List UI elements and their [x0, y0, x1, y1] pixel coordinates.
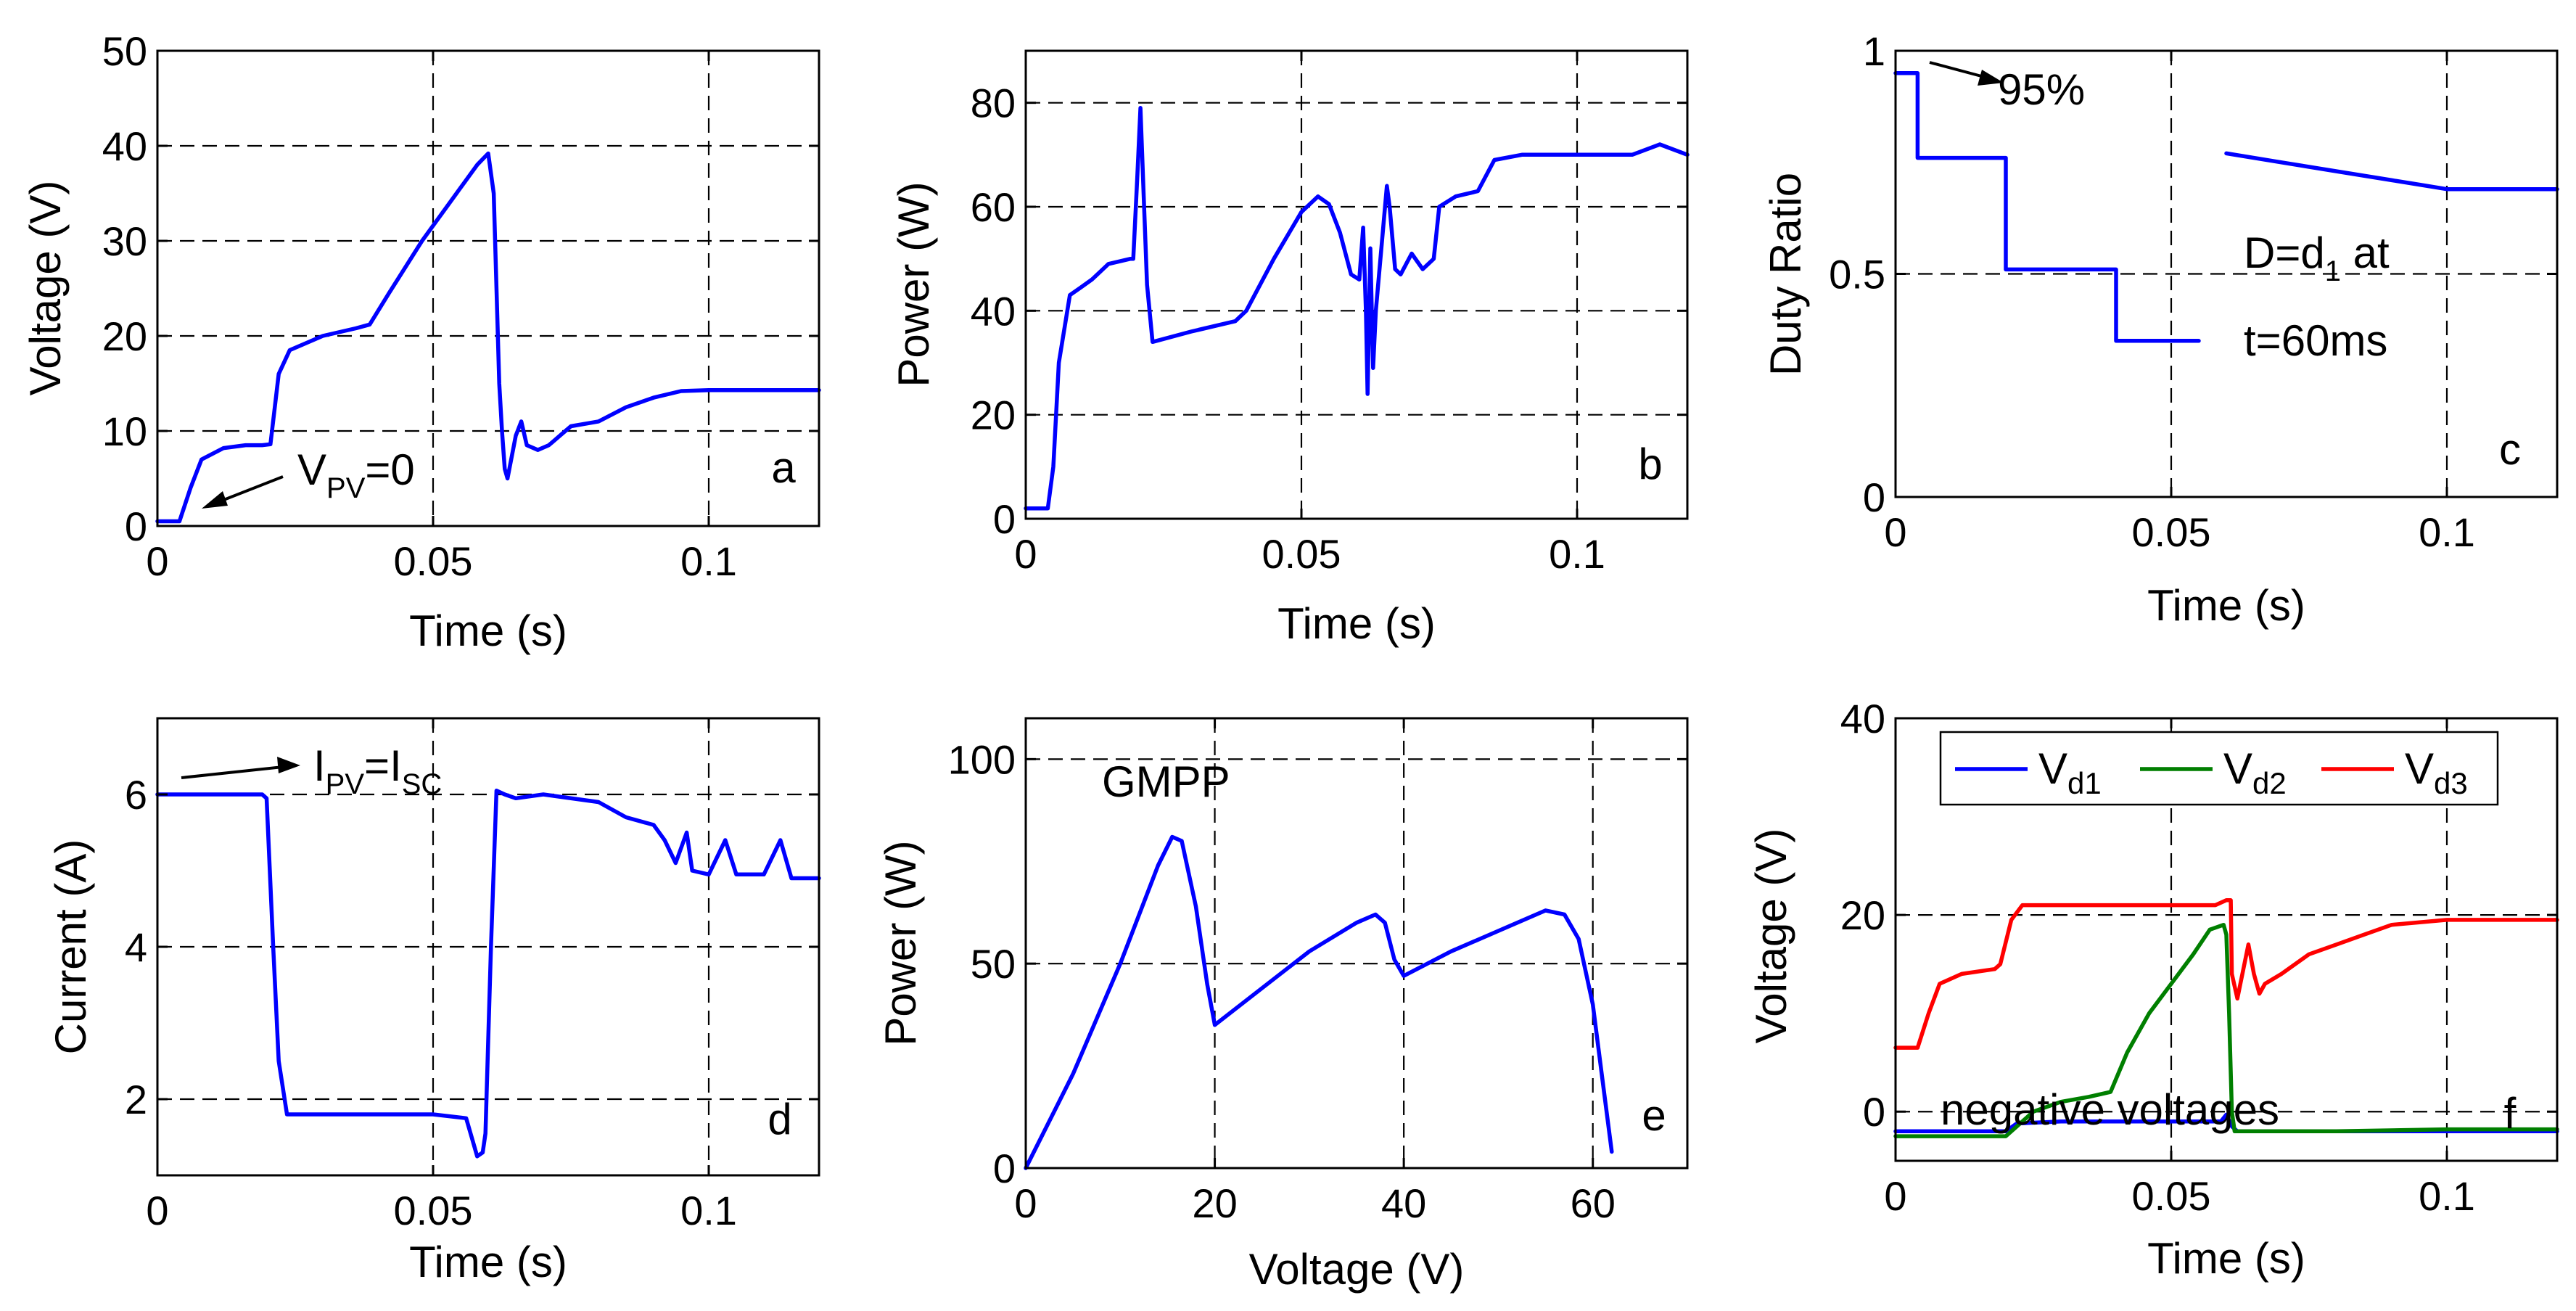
panel-e-ytick-label: 50 [971, 941, 1016, 987]
panel-e-label: e [1642, 1091, 1666, 1140]
panel-e-xtick-label: 40 [1381, 1180, 1426, 1226]
panel-c-ytick-label: 1 [1863, 28, 1885, 74]
panel-b-ytick-label: 40 [971, 288, 1016, 334]
panel-c-series-duty-after-60ms [2224, 151, 2559, 192]
panel-e-xlabel: Voltage (V) [1249, 1245, 1465, 1294]
panel-b-series-power [1024, 106, 1690, 511]
panel-a-ytick-label: 0 [125, 504, 147, 549]
panel-d: 0 0.05 0.1 2 4 6 Time (s) Current (A) d IPV=I… [46, 717, 821, 1286]
panel-a-ytick-label: 10 [102, 408, 147, 454]
panel-a-annotation-arrow [202, 475, 284, 509]
panel-c: 0 0.05 0.100.51 Time (s) Duty Ratio c 95% … [1761, 28, 2559, 630]
panel-b-xlabel: Time (s) [1277, 599, 1436, 648]
panel-d-annotation-arrow [181, 757, 300, 779]
panel-e-ytick-label: 0 [993, 1146, 1016, 1191]
panel-d-ytick-label: 6 [125, 772, 147, 818]
panel-b: 0 0.05 0.1 0 20 40 60 80 Time (s) Power (W) b [889, 49, 1690, 648]
panel-f-legend-box [1939, 731, 2499, 806]
panel-f-ytick-label: 0 [1863, 1089, 1885, 1135]
panel-b-ytick-label: 0 [993, 496, 1016, 542]
panel-a-frame [156, 49, 820, 527]
panel-e-xtick-label: 20 [1192, 1180, 1237, 1226]
panel-e-ylabel: Power (W) [876, 840, 925, 1045]
panel-e-ytick-label: 100 [948, 736, 1016, 782]
panel-f-xlabel: Time (s) [2147, 1234, 2305, 1283]
panel-b-label: b [1638, 440, 1662, 488]
panel-a-ytick-label: 20 [102, 313, 147, 359]
panel-d-xtick-label: 0.1 [680, 1188, 737, 1233]
panel-c-xlabel: Time (s) [2147, 581, 2305, 630]
panel-f-annotation: negative voltages [1941, 1085, 2279, 1134]
panel-e-series-p-v-curve [1024, 834, 1614, 1170]
panel-a-xtick-label: 0.05 [394, 538, 473, 584]
panel-a-xtick-label: 0.1 [680, 538, 737, 584]
panel-a-ylabel: Voltage (V) [21, 181, 70, 396]
panel-f: 0 0.05 0.1 0 20 40 Time (s) Voltage (V) f neg… [1747, 696, 2559, 1283]
legend-label-vd3: Vd3 [2405, 744, 2468, 800]
panel-b-xtick-label: 0.1 [1549, 531, 1605, 577]
panel-c-annotation-arrow [1929, 61, 2004, 86]
panel-f-xtick-label: 0.1 [2419, 1173, 2475, 1219]
panel-c-annotation-d1: D=d1 at [2244, 229, 2390, 287]
panel-b-frame [1024, 49, 1689, 520]
legend-label-vd1: Vd1 [2038, 744, 2102, 800]
panel-f-label: f [2504, 1089, 2517, 1138]
panel-a: 0 0.05 0.1 0 10 20 30 40 50 Time (s) Voltage (V)… [21, 28, 821, 655]
panel-c-ytick-label: 0.5 [1829, 252, 1885, 297]
panel-d-xtick-label: 0 [146, 1188, 168, 1233]
panel-a-ytick-label: 30 [102, 218, 147, 264]
panel-e-xtick-label: 0 [1014, 1180, 1037, 1226]
panel-a-label: a [771, 443, 796, 492]
panel-a-series-voltage [155, 151, 821, 524]
panel-d-series-current [155, 789, 821, 1159]
panel-d-annotation: IPV=ISC [313, 741, 442, 800]
panel-b-xtick-label: 0.05 [1262, 531, 1341, 577]
panel-c-ylabel: Duty Ratio [1761, 173, 1810, 376]
panel-d-label: d [768, 1095, 791, 1143]
panel-d-ylabel: Current (A) [46, 839, 95, 1055]
panel-f-ylabel: Voltage (V) [1747, 829, 1795, 1044]
panel-c-label: c [2499, 425, 2521, 474]
panel-f-ytick-label: 40 [1840, 696, 1885, 741]
panel-d-xlabel: Time (s) [409, 1238, 567, 1286]
panel-f-legend: Vd1 Vd2 Vd3 [1939, 731, 2499, 806]
panel-c-xtick-label: 0.05 [2132, 509, 2211, 555]
panel-d-ytick-label: 4 [125, 924, 147, 970]
panel-a-ytick-label: 40 [102, 123, 147, 169]
panel-f-ytick-label: 20 [1840, 892, 1885, 938]
panel-f-xtick-label: 0 [1884, 1173, 1906, 1219]
panel-f-series-vd3 [1893, 898, 2559, 1050]
panel-d-ytick-label: 2 [125, 1077, 147, 1122]
panel-d-xtick-label: 0.05 [394, 1188, 473, 1233]
panel-f-frame [1894, 717, 2559, 1162]
panel-a-ytick-label: 50 [102, 28, 147, 74]
panel-b-ytick-label: 60 [971, 184, 1016, 230]
panel-b-ylabel: Power (W) [889, 181, 938, 387]
panel-f-xtick-label: 0.05 [2132, 1173, 2211, 1219]
panel-b-ytick-label: 20 [971, 393, 1016, 438]
panel-a-annotation: VPV=0 [297, 445, 415, 504]
panel-e-xtick-label: 60 [1571, 1180, 1616, 1226]
panel-b-ytick-label: 80 [971, 81, 1016, 126]
panel-e-frame [1024, 717, 1689, 1170]
panel-e-annotation-gmpp: GMPP [1102, 757, 1230, 806]
panel-c-annotation-t60: t=60ms [2244, 316, 2387, 365]
panel-a-xtick-label: 0 [146, 538, 168, 584]
panel-e: 0 20 40 60 0 50 100 Voltage (V) Power (W) e GM… [876, 717, 1689, 1294]
panel-f-series-vd2 [1893, 922, 2559, 1138]
panel-b-xtick-label: 0 [1014, 531, 1037, 577]
panel-a-xlabel: Time (s) [409, 607, 567, 655]
panel-c-series-duty-steps [1893, 71, 2201, 343]
panel-c-xtick-label: 0 [1884, 509, 1906, 555]
legend-label-vd2: Vd2 [2223, 744, 2287, 800]
panel-c-ytick-label: 0 [1863, 474, 1885, 520]
panel-c-xtick-label: 0.1 [2419, 509, 2475, 555]
panel-c-annotation-95: 95% [1998, 65, 2085, 114]
